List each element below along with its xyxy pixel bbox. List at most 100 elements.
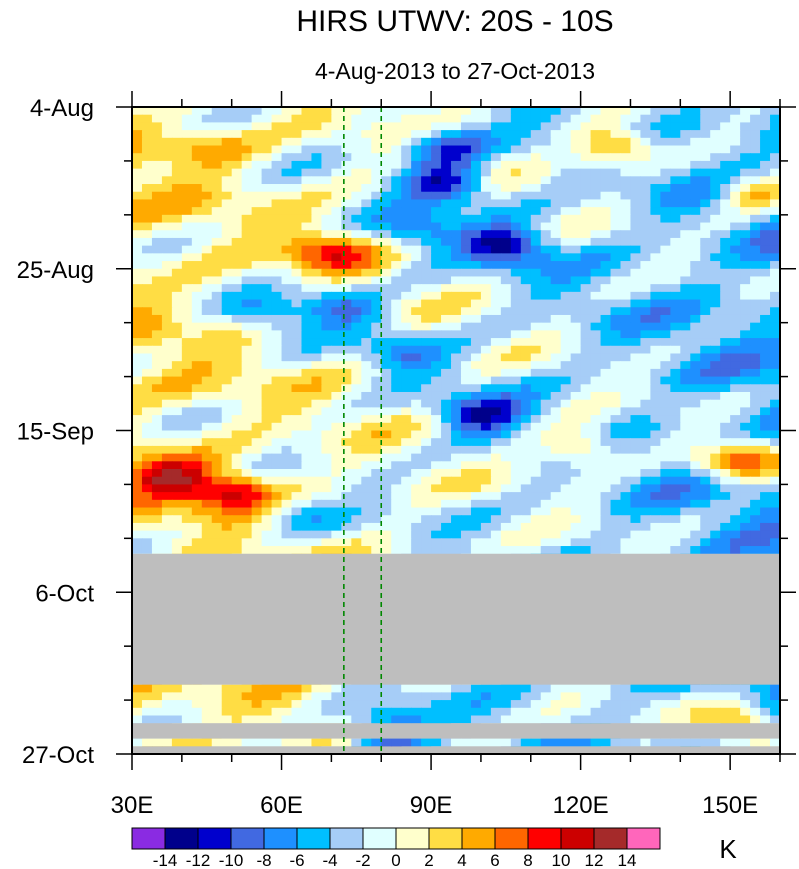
field-cell xyxy=(730,261,741,270)
field-cell xyxy=(211,445,223,455)
field-cell xyxy=(630,114,642,123)
field-cell xyxy=(690,476,701,486)
field-cell xyxy=(361,222,372,231)
field-cell xyxy=(670,522,681,532)
field-cell xyxy=(391,368,402,378)
field-cell xyxy=(490,368,502,378)
field-cell xyxy=(590,415,602,424)
field-cell xyxy=(730,515,741,524)
field-cell xyxy=(480,314,492,324)
field-cell xyxy=(171,145,183,154)
field-cell xyxy=(261,476,273,486)
field-cell xyxy=(600,307,612,316)
field-cell xyxy=(510,322,522,331)
field-cell xyxy=(460,137,472,147)
field-cell xyxy=(441,160,452,170)
field-cell xyxy=(510,338,522,347)
field-cell xyxy=(181,522,193,532)
field-cell xyxy=(361,368,372,378)
field-cell xyxy=(550,422,562,432)
field-cell xyxy=(640,160,651,170)
field-cell xyxy=(710,345,721,355)
field-cell xyxy=(351,538,362,547)
field-cell xyxy=(201,330,213,339)
field-cell xyxy=(451,530,462,539)
field-cell xyxy=(161,145,173,154)
field-cell xyxy=(620,407,632,416)
field-cell xyxy=(271,199,283,208)
field-cell xyxy=(361,476,372,486)
field-cell xyxy=(421,507,432,516)
field-cell xyxy=(401,222,412,231)
field-cell xyxy=(460,391,472,401)
field-cell xyxy=(132,684,143,693)
field-cell xyxy=(640,107,651,116)
field-cell xyxy=(500,191,512,201)
field-cell xyxy=(500,384,512,393)
field-cell xyxy=(251,338,263,347)
field-cell xyxy=(710,530,721,539)
field-cell xyxy=(191,391,203,401)
field-cell xyxy=(221,499,233,509)
field-cell xyxy=(151,515,163,524)
field-cell xyxy=(610,522,622,532)
field-cell xyxy=(470,546,482,555)
field-cell xyxy=(191,237,203,247)
field-cell xyxy=(680,345,691,355)
field-cell xyxy=(201,284,213,293)
field-cell xyxy=(371,199,382,208)
field-cell xyxy=(590,391,602,401)
field-cell xyxy=(710,307,721,316)
field-cell xyxy=(550,245,562,254)
field-cell xyxy=(381,530,392,539)
field-cell xyxy=(191,291,203,301)
field-cell xyxy=(441,299,452,308)
field-cell xyxy=(271,345,283,355)
field-cell xyxy=(520,122,532,131)
field-cell xyxy=(740,160,751,170)
field-cell xyxy=(411,168,422,177)
field-cell xyxy=(451,422,462,432)
field-cell xyxy=(680,184,691,193)
field-cell xyxy=(311,145,323,154)
field-cell xyxy=(650,130,661,139)
field-cell xyxy=(670,484,681,493)
field-cell xyxy=(321,445,332,455)
field-cell xyxy=(351,345,362,355)
field-cell xyxy=(361,261,372,270)
field-cell xyxy=(620,438,632,447)
field-cell xyxy=(460,538,472,547)
field-cell xyxy=(291,368,303,378)
field-cell xyxy=(460,176,472,185)
field-cell xyxy=(381,345,392,355)
field-cell xyxy=(500,230,512,239)
field-cell xyxy=(271,399,283,408)
field-cell xyxy=(530,499,542,509)
field-cell xyxy=(720,291,731,301)
field-cell xyxy=(620,692,632,701)
field-cell xyxy=(660,114,671,123)
field-cell xyxy=(132,415,143,424)
field-cell xyxy=(421,222,432,231)
field-cell xyxy=(241,307,253,316)
field-cell xyxy=(291,261,303,270)
field-cell xyxy=(331,469,342,478)
field-cell xyxy=(381,284,392,293)
field-cell xyxy=(231,399,243,408)
field-cell xyxy=(660,122,671,131)
field-cell xyxy=(311,546,323,555)
field-cell xyxy=(720,522,731,532)
field-cell xyxy=(500,314,512,324)
field-cell xyxy=(520,222,532,231)
field-cell xyxy=(540,484,552,493)
field-cell xyxy=(740,191,751,201)
field-cell xyxy=(171,415,183,424)
field-cell xyxy=(151,199,163,208)
field-cell xyxy=(720,546,731,555)
field-cell xyxy=(710,276,721,285)
field-cell xyxy=(540,407,552,416)
field-cell xyxy=(132,137,143,147)
field-cell xyxy=(301,361,313,370)
field-cell xyxy=(161,314,173,324)
field-cell xyxy=(311,684,323,693)
